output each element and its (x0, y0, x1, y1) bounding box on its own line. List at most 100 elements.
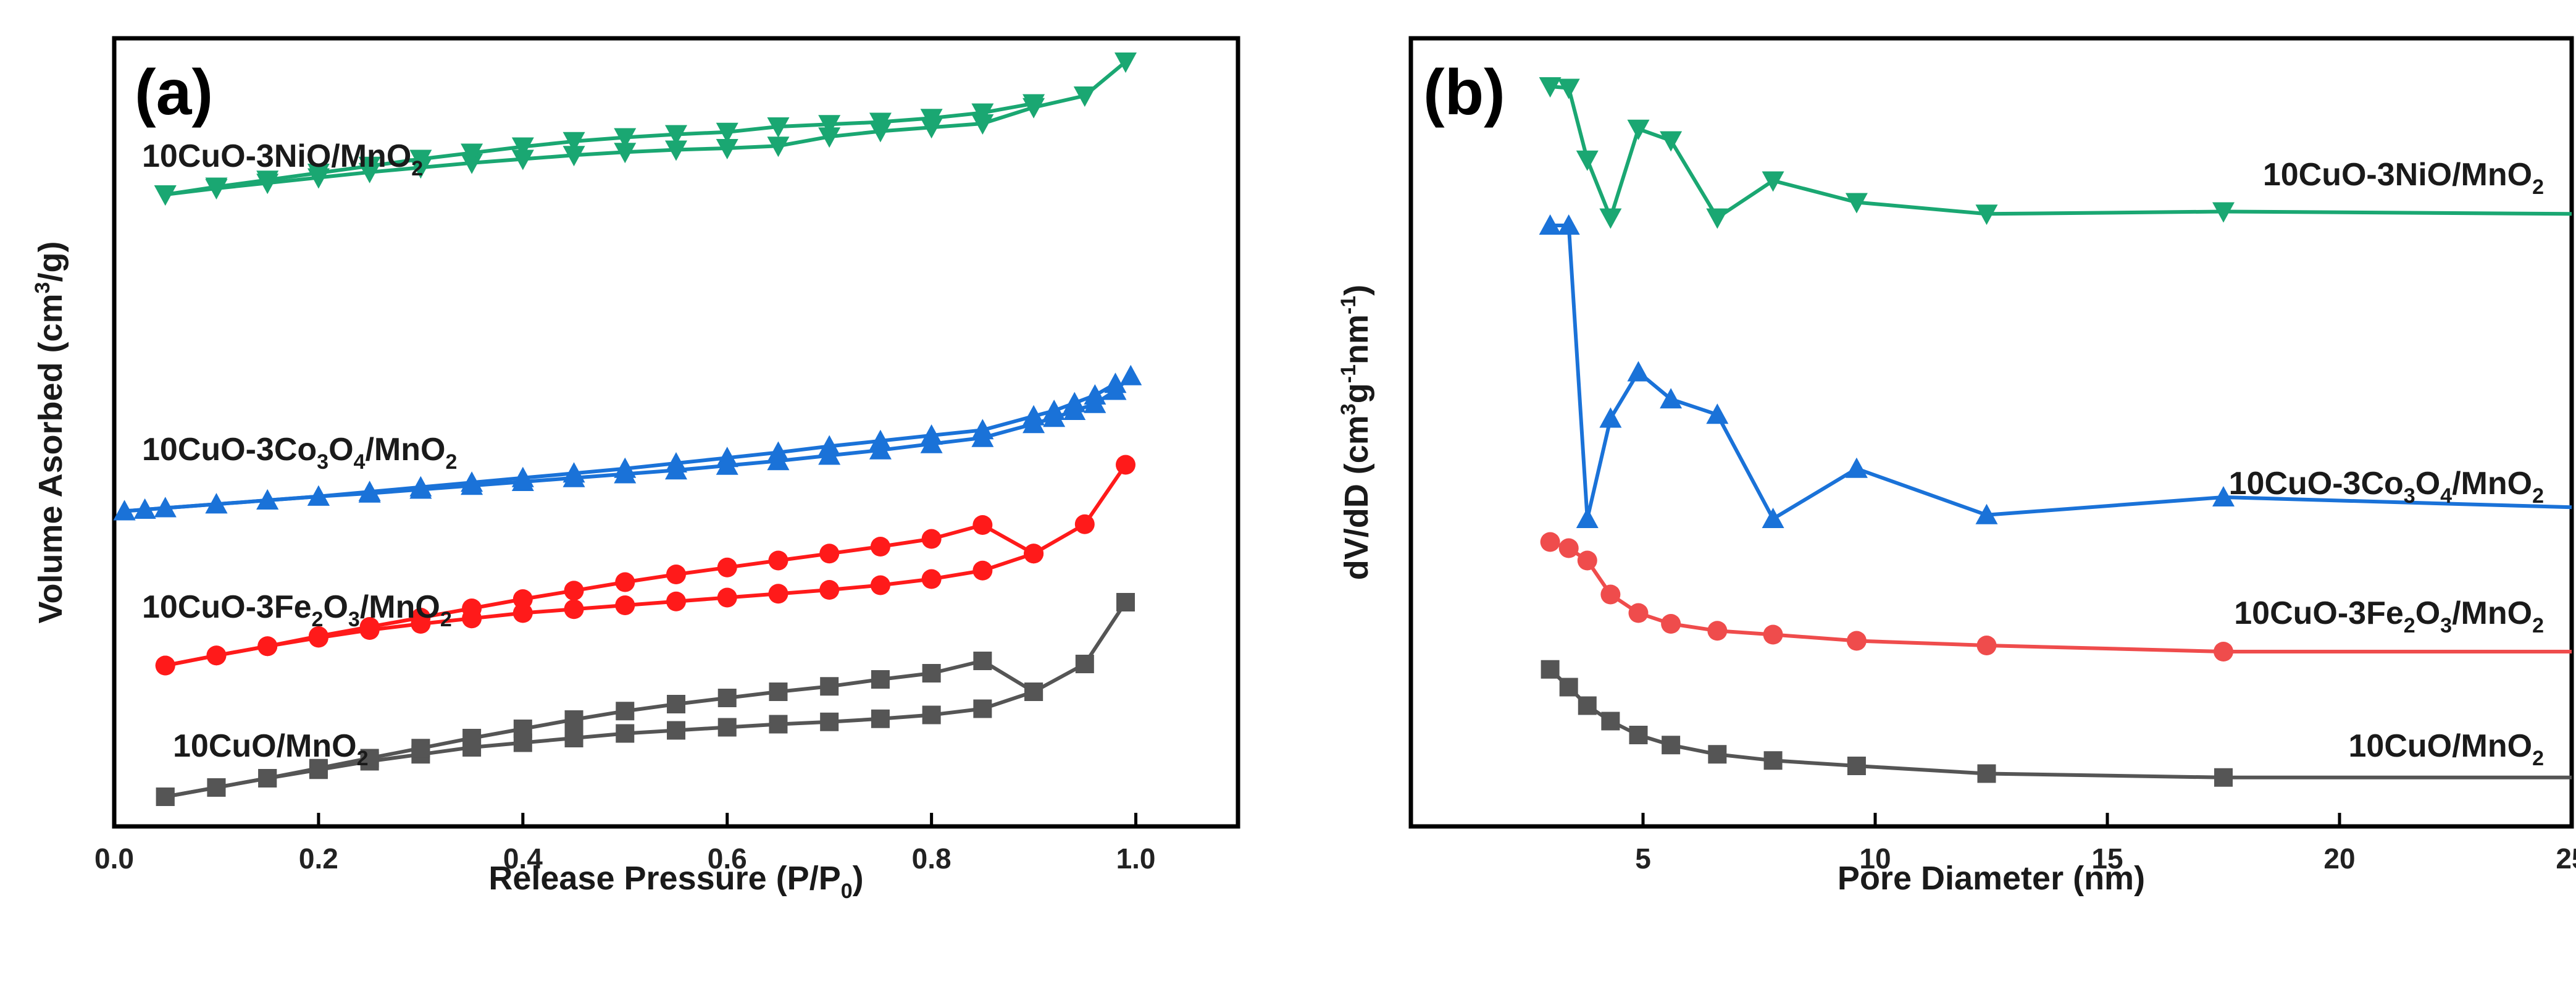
data-point (614, 128, 637, 149)
data-point (972, 515, 993, 535)
data-point (1104, 372, 1127, 393)
data-point (1628, 603, 1649, 623)
data-point (462, 729, 482, 747)
data-point (1559, 678, 1578, 697)
label-10cuo-mno2: 10CuO/MnO2 (2349, 728, 2545, 770)
data-point (820, 677, 839, 696)
data-point (1627, 361, 1650, 382)
x-tick-label-20: 20 (2323, 842, 2355, 875)
x-tick-label-1-0: 1.0 (1116, 842, 1156, 875)
data-point (513, 720, 532, 738)
panel-b-x-axis-label: Pore Diameter (nm) (1838, 860, 2145, 897)
panel-b-x-ticks: 5 10 15 20 25 (1635, 813, 2576, 875)
data-point (1073, 86, 1096, 107)
data-point (871, 670, 890, 689)
data-point (1116, 455, 1135, 475)
data-point (871, 709, 890, 728)
data-point (971, 419, 994, 440)
data-point (1662, 736, 1681, 755)
data-point (1043, 400, 1066, 420)
data-point (1540, 532, 1560, 552)
data-point (666, 565, 686, 584)
series-10cuo-mno2 (156, 593, 1135, 806)
data-point (1601, 712, 1620, 731)
data-point (1578, 696, 1597, 715)
data-point (205, 493, 228, 514)
series-10cuo-3co3o4-mno2 (113, 364, 1142, 521)
data-point (307, 485, 330, 506)
panel-b-frame (1408, 36, 2574, 829)
data-point (922, 664, 941, 682)
data-point (1707, 621, 1728, 641)
data-point (1576, 508, 1599, 528)
data-point (133, 498, 156, 519)
data-point (819, 544, 840, 564)
data-point (257, 636, 278, 657)
data-point (1763, 751, 1783, 770)
data-point (614, 457, 637, 478)
x-tick-label-5: 5 (1635, 842, 1651, 875)
x-tick-label-0-8: 0.8 (912, 842, 951, 875)
series-10cuo-mno2 (1541, 660, 2572, 787)
data-point (1599, 407, 1622, 428)
data-point (1114, 52, 1137, 73)
data-point (717, 587, 737, 608)
data-point (461, 471, 483, 492)
data-point (1660, 131, 1683, 152)
data-point (921, 529, 942, 549)
label-10cuo-3fe2o3-mno2: 10CuO-3Fe2O3/MnO2 (142, 589, 452, 631)
x-tick-label-15: 15 (2091, 842, 2123, 875)
data-point (1762, 171, 1784, 192)
data-point (562, 462, 585, 483)
data-point (1975, 503, 1998, 524)
label-10cuo-mno2: 10CuO/MnO2 (173, 728, 369, 770)
x-tick-label-0-6: 0.6 (708, 842, 747, 875)
data-point (1847, 757, 1866, 775)
panel-b-plot (1539, 77, 2572, 787)
data-point (2212, 202, 2235, 223)
data-point (564, 581, 584, 601)
data-point (1539, 77, 1562, 98)
data-point (308, 626, 328, 646)
data-point (359, 617, 380, 637)
data-point (511, 466, 534, 487)
data-point (667, 721, 685, 740)
panel-a-x-axis-label: Release Pressure (P/P0) (488, 860, 863, 903)
panel-a-y-axis-label: Volume Asorbed (cm3/g) (31, 242, 69, 624)
data-point (1976, 636, 1997, 655)
data-point (870, 537, 890, 556)
data-point (154, 185, 177, 206)
data-point (1557, 78, 1580, 99)
series-10cuo-3fe2o3-mno2 (1540, 532, 2572, 662)
data-point (1539, 214, 1562, 235)
data-point (2212, 486, 2235, 506)
label-10cuo-3co3o4-mno2: 10CuO-3Co3O4/MnO2 (142, 432, 457, 474)
data-point (667, 695, 685, 713)
data-point (716, 139, 738, 159)
data-point (511, 149, 534, 170)
data-point (972, 560, 993, 581)
panel-b: (b) 5 10 15 20 25 10CuO/MnO2 10CuO-3Fe2O3/MnO… (1337, 36, 2576, 897)
data-point (512, 603, 533, 623)
data-point (973, 652, 992, 670)
data-point (307, 164, 330, 184)
data-point (1063, 392, 1086, 413)
data-point (1845, 457, 1868, 478)
data-point (2214, 768, 2233, 787)
series-10cuo-3co3o4-mno2 (1539, 214, 2572, 528)
data-point (1576, 150, 1599, 171)
data-point (409, 149, 432, 170)
data-point (2214, 642, 2233, 662)
data-point (717, 689, 737, 707)
data-point (1661, 614, 1681, 634)
data-point (920, 424, 943, 445)
data-point (562, 146, 585, 167)
data-point (564, 729, 583, 747)
panel-b-series-labels: 10CuO/MnO2 10CuO-3Fe2O3/MnO2 10CuO-3Co3O4/… (2229, 157, 2544, 770)
panel-a: (a) 0.0 0.2 0.4 0.6 0.8 1.0 10CuO/MnO2 10CuO-3… (31, 36, 1240, 903)
data-point (1660, 388, 1683, 409)
label-10cuo-3nio-mno2: 10CuO-3NiO/MnO2 (2263, 157, 2544, 199)
data-point (512, 589, 533, 609)
data-point (769, 682, 788, 701)
